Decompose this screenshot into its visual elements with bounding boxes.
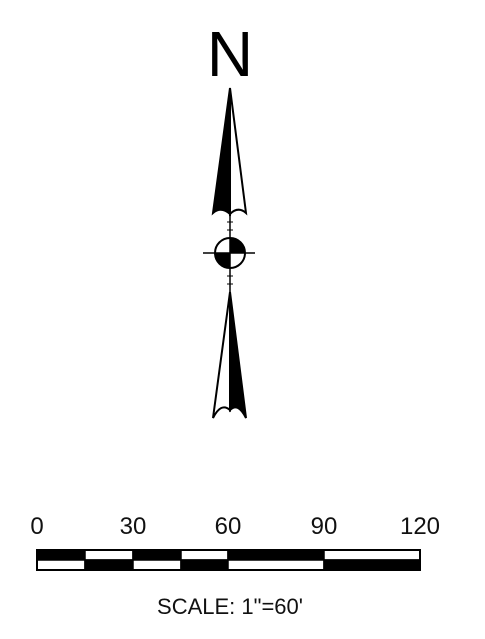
scale-tick-label: 60 bbox=[214, 513, 242, 540]
scale-segment bbox=[180, 559, 229, 571]
north-label: N bbox=[206, 18, 254, 90]
scale-segment bbox=[132, 559, 182, 571]
scale-segment bbox=[227, 549, 325, 561]
scale-segment bbox=[132, 549, 182, 561]
scale-segment bbox=[323, 549, 421, 561]
scale-tick-label: 0 bbox=[30, 513, 44, 540]
scale-segment bbox=[323, 559, 421, 571]
scale-tick-label: 120 bbox=[399, 513, 441, 540]
compass-center-icon bbox=[203, 237, 255, 269]
scale-segment bbox=[180, 549, 229, 561]
scale-segment bbox=[84, 549, 134, 561]
scale-segment bbox=[84, 559, 134, 571]
scale-segment bbox=[36, 559, 86, 571]
scale-tick-label: 30 bbox=[119, 513, 147, 540]
scale-segment bbox=[36, 549, 86, 561]
scale-caption: SCALE: 1"=60' bbox=[157, 594, 303, 619]
tail-arrow-right bbox=[229, 291, 247, 419]
scale-segment bbox=[227, 559, 325, 571]
scale-tick-label: 90 bbox=[310, 513, 338, 540]
